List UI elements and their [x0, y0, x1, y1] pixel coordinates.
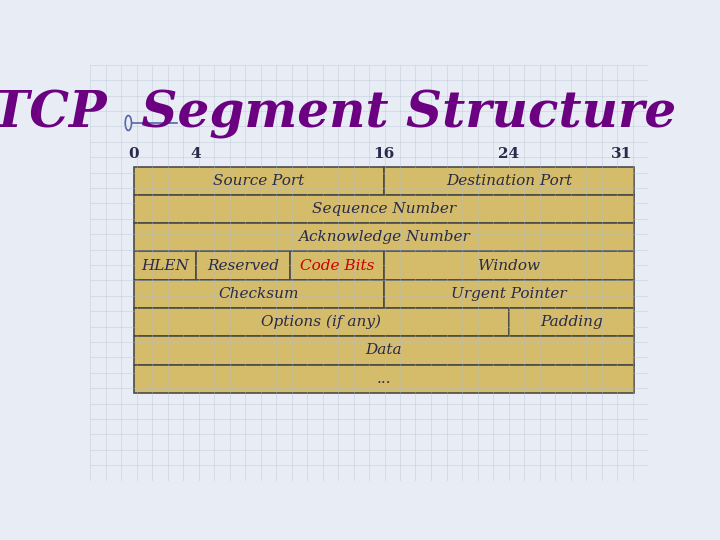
Text: Window: Window	[478, 259, 540, 273]
Text: Code Bits: Code Bits	[300, 259, 374, 273]
Text: 16: 16	[373, 147, 395, 161]
Bar	[196, 252, 290, 280]
Bar	[134, 336, 634, 365]
Bar	[509, 308, 634, 336]
Text: Padding: Padding	[540, 315, 603, 329]
Bar	[134, 364, 634, 393]
Text: Checksum: Checksum	[218, 287, 299, 301]
Bar	[384, 252, 634, 280]
Text: Options (if any): Options (if any)	[261, 315, 382, 329]
Text: Destination Port: Destination Port	[446, 174, 572, 188]
Text: Sequence Number: Sequence Number	[312, 202, 456, 216]
Bar	[134, 167, 384, 195]
Text: Urgent Pointer: Urgent Pointer	[451, 287, 567, 301]
Text: Reserved: Reserved	[207, 259, 279, 273]
Bar	[134, 308, 509, 336]
Bar	[290, 252, 384, 280]
Text: 0: 0	[128, 147, 139, 161]
Text: 24: 24	[498, 147, 520, 161]
Text: Data: Data	[366, 343, 402, 357]
Bar	[134, 252, 196, 280]
Bar	[134, 280, 384, 308]
Bar	[134, 195, 634, 223]
Bar	[134, 223, 634, 252]
Text: TCP  Segment Structure: TCP Segment Structure	[0, 90, 676, 139]
Text: Source Port: Source Port	[213, 174, 305, 188]
Text: 4: 4	[191, 147, 202, 161]
Text: HLEN: HLEN	[141, 259, 189, 273]
Text: 31: 31	[611, 147, 633, 161]
Bar	[384, 167, 634, 195]
Text: Acknowledge Number: Acknowledge Number	[298, 231, 469, 245]
Bar	[384, 280, 634, 308]
Text: ...: ...	[377, 372, 391, 386]
